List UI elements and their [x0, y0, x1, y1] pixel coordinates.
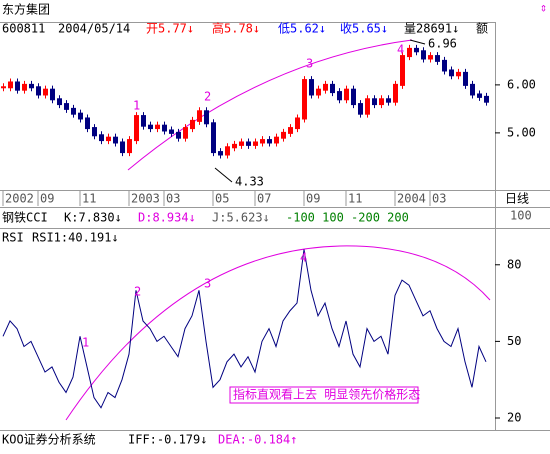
date: 2004/05/14: [58, 22, 130, 36]
rsi-tick-label: 20: [507, 410, 521, 424]
rsi-tick-label: 80: [507, 257, 521, 271]
x-tick-label: 07: [257, 192, 271, 206]
high-pointer: [409, 39, 426, 45]
footer-dea: DEA:-0.184↑: [218, 433, 297, 447]
rsi-wave-label: 4: [300, 251, 307, 265]
high-label: 6.96: [428, 37, 457, 51]
x-tick-label: 03: [166, 192, 180, 206]
wave-label: 2: [204, 90, 211, 104]
wave-label: 3: [306, 57, 313, 71]
rsi-note: 指标直观看上去 明显领先价格形态: [233, 387, 420, 402]
rsi-trend-arc: [65, 245, 491, 421]
volume: 量28691↓: [404, 22, 459, 36]
low-pointer: [214, 167, 233, 183]
cci-levels: -100 100 -200 200: [286, 211, 409, 225]
x-tick-label: 09: [306, 192, 320, 206]
cci-d: D:8.934↓: [138, 211, 196, 225]
footer-iff: IFF:-0.179↓: [128, 433, 207, 447]
rsi-tick-label: 50: [507, 334, 521, 348]
scroll-marker: ⇕: [540, 1, 547, 15]
low-label: 4.33: [235, 175, 264, 189]
high: 高5.78↓: [212, 21, 260, 36]
note-box: [229, 386, 419, 404]
x-tick-label: 11: [348, 192, 362, 206]
wave-label: 4: [397, 43, 404, 57]
rsi-line: [2, 249, 487, 409]
price-trend-arc: [127, 39, 413, 171]
x-tick-label: 05: [215, 192, 229, 206]
x-tick-label: 03: [432, 192, 446, 206]
x-tick-label: 2004: [397, 192, 426, 206]
y-tick-label: 5.00: [507, 125, 536, 139]
rsi-value: RSI1:40.191↓: [32, 231, 119, 245]
rsi-wave-label: 2: [134, 285, 141, 299]
x-tick-label: 11: [82, 192, 96, 206]
x-tick-label: 2003: [131, 192, 160, 206]
x-tick-label: 09: [40, 192, 54, 206]
open: 开5.77↓: [146, 22, 194, 36]
period-label: 日线: [505, 192, 529, 206]
x-tick-label: 2002: [5, 192, 34, 206]
cci-j: J:5.623↓: [212, 211, 270, 225]
wave-label: 1: [133, 99, 140, 113]
rsi-title: RSI: [2, 231, 24, 245]
close: 收5.65↓: [340, 22, 388, 36]
amount: 额: [476, 22, 488, 36]
cci-title: 钢铁CCI: [2, 211, 48, 225]
cci-k: K:7.830↓: [64, 211, 122, 225]
low: 低5.62↓: [278, 22, 326, 36]
y-tick-label: 6.00: [507, 77, 536, 91]
stock-code: 600811: [2, 22, 45, 36]
cci-axis-label: 100: [510, 209, 532, 223]
rsi-wave-label: 1: [82, 336, 89, 350]
stock-name: 东方集团: [2, 2, 50, 17]
rsi-wave-label: 3: [204, 277, 211, 291]
frame: [0, 22, 550, 431]
footer-system: KOO证券分析系统: [2, 432, 96, 447]
